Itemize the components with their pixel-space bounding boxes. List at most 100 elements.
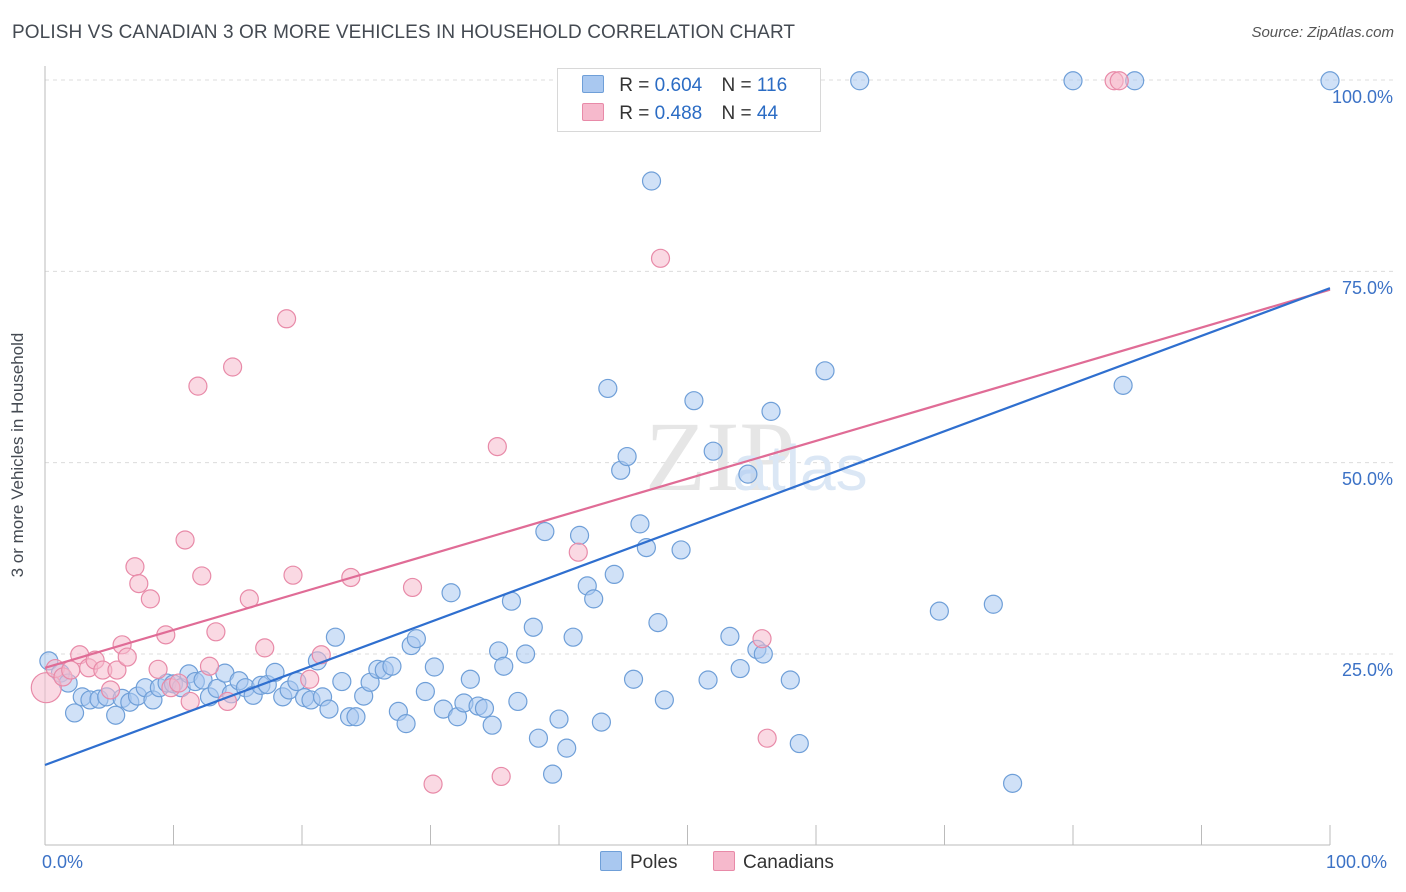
poles-point bbox=[617, 446, 637, 467]
poles-point bbox=[671, 540, 691, 560]
legend-poles: Poles bbox=[600, 851, 678, 874]
chart-title: POLISH VS CANADIAN 3 OR MORE VEHICLES IN… bbox=[12, 22, 796, 43]
y-tick-label-25: 25.0% bbox=[1341, 660, 1393, 680]
y-tick-label-75: 75.0% bbox=[1341, 278, 1393, 298]
canadians-point bbox=[1109, 71, 1129, 91]
poles-point bbox=[508, 691, 528, 712]
poles-swatch bbox=[600, 851, 622, 871]
legend-poles-label: Poles bbox=[630, 852, 678, 873]
poles-point bbox=[106, 705, 126, 725]
x-tick-label-min: 0.0% bbox=[42, 852, 84, 872]
poles-point bbox=[654, 690, 674, 710]
canadians-point bbox=[255, 638, 275, 658]
canadians-point bbox=[169, 673, 189, 693]
poles-point bbox=[648, 613, 668, 633]
poles-point bbox=[535, 521, 555, 542]
poles-points bbox=[39, 71, 1340, 793]
y-tick-label-100: 100.0% bbox=[1331, 87, 1393, 107]
poles-point bbox=[720, 626, 740, 646]
legend-row-poles: R = 0.604 N = 116 bbox=[582, 75, 787, 97]
poles-point bbox=[396, 714, 416, 734]
poles-point bbox=[515, 644, 536, 664]
stats-legend: R = 0.604 N = 116 R = 0.488 N = 44 bbox=[557, 68, 821, 132]
poles-point bbox=[929, 601, 949, 621]
n-value-poles: 116 bbox=[756, 75, 788, 96]
poles-point bbox=[528, 728, 549, 748]
poles-point bbox=[630, 514, 650, 534]
poles-point bbox=[850, 71, 870, 91]
canadians-point bbox=[283, 565, 303, 585]
poles-point bbox=[1003, 773, 1023, 793]
poles-point bbox=[325, 627, 346, 647]
r-value-canadians: 0.488 bbox=[654, 103, 703, 124]
poles-point bbox=[549, 709, 569, 729]
canadians-point bbox=[199, 656, 220, 676]
r-label: R = bbox=[619, 75, 650, 96]
poles-point bbox=[494, 656, 514, 676]
canadians-point bbox=[311, 645, 331, 665]
canadians-point bbox=[129, 573, 149, 594]
poles-point bbox=[569, 525, 590, 545]
poles-point bbox=[1063, 71, 1083, 91]
poles-point bbox=[698, 670, 718, 690]
canadians-point bbox=[223, 357, 243, 377]
poles-point bbox=[815, 361, 835, 381]
canadians-point bbox=[100, 680, 121, 700]
canadians-point bbox=[206, 622, 226, 642]
poles-point bbox=[1113, 375, 1133, 395]
legend-canadians-label: Canadians bbox=[743, 852, 834, 873]
poles-point bbox=[482, 715, 502, 735]
canadians-point bbox=[188, 376, 208, 396]
poles-point bbox=[424, 657, 444, 677]
poles-point bbox=[623, 669, 644, 689]
poles-point bbox=[761, 401, 781, 421]
canadians-point bbox=[491, 766, 511, 787]
n-label: N = bbox=[721, 75, 752, 96]
canadians-point bbox=[752, 629, 772, 649]
poles-point bbox=[557, 738, 577, 758]
poles-point bbox=[584, 589, 604, 609]
canadians-point bbox=[650, 248, 671, 268]
poles-point bbox=[598, 378, 618, 399]
poles-point bbox=[382, 656, 402, 676]
n-value-canadians: 44 bbox=[756, 103, 779, 124]
poles-point bbox=[780, 670, 800, 690]
poles-point bbox=[641, 171, 662, 191]
poles-point bbox=[703, 441, 723, 461]
poles-point bbox=[415, 681, 435, 702]
poles-point bbox=[346, 707, 366, 727]
poles-point bbox=[789, 733, 809, 754]
canadians-swatch bbox=[582, 103, 604, 121]
legend-row-canadians: R = 0.488 N = 44 bbox=[582, 103, 778, 125]
canadians-point bbox=[125, 557, 145, 577]
poles-point bbox=[460, 669, 480, 689]
trend-lines bbox=[44, 287, 1331, 767]
poles-point bbox=[332, 671, 352, 692]
axes bbox=[44, 66, 1331, 846]
canadians-point bbox=[402, 577, 423, 598]
poles-point bbox=[684, 391, 704, 411]
poles-point bbox=[406, 629, 426, 649]
poles-point bbox=[1320, 71, 1340, 91]
poles-point bbox=[523, 617, 543, 637]
poles-point bbox=[591, 712, 612, 732]
poles-swatch bbox=[582, 75, 604, 93]
n-label: N = bbox=[721, 103, 752, 124]
poles-point bbox=[563, 627, 583, 647]
poles-point bbox=[64, 703, 85, 723]
canadians-point bbox=[175, 530, 195, 550]
canadians-point bbox=[487, 436, 507, 457]
canadians-point bbox=[192, 566, 212, 586]
x-tick-label-max: 100.0% bbox=[1326, 852, 1388, 872]
poles-point bbox=[319, 699, 339, 719]
r-label: R = bbox=[619, 103, 650, 124]
poles-point bbox=[474, 698, 495, 718]
grid-lines bbox=[45, 79, 1395, 655]
canadians-point bbox=[117, 647, 137, 667]
poles-trend-line bbox=[44, 287, 1331, 767]
poles-point bbox=[542, 764, 563, 784]
canadians-point bbox=[107, 660, 127, 680]
canadians-point bbox=[757, 728, 777, 748]
poles-point bbox=[983, 594, 1003, 614]
